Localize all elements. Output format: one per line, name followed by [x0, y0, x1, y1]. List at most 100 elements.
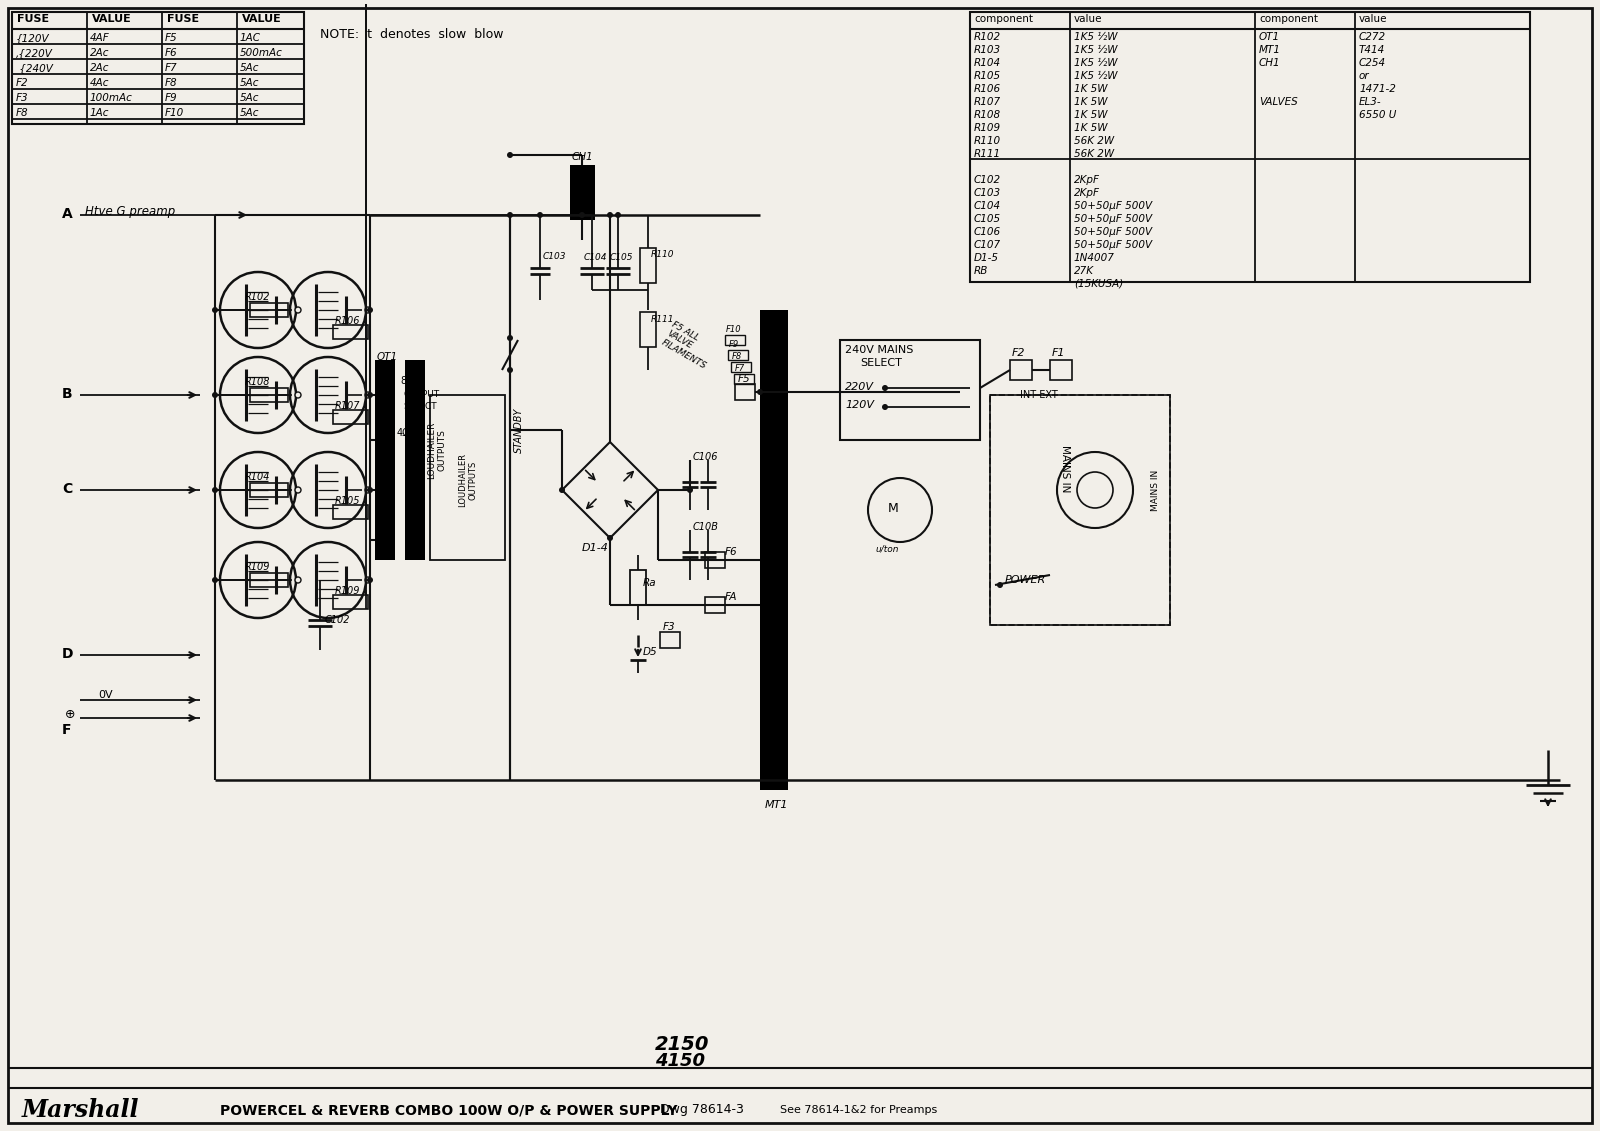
- Bar: [570, 165, 595, 221]
- Circle shape: [507, 152, 514, 158]
- Text: R110: R110: [974, 136, 1002, 146]
- Text: CH1: CH1: [1259, 58, 1280, 68]
- Bar: [706, 552, 725, 568]
- Text: component: component: [974, 14, 1034, 24]
- Text: FUSE: FUSE: [166, 14, 198, 24]
- Text: 5Ac: 5Ac: [240, 93, 259, 103]
- Circle shape: [507, 211, 514, 218]
- Bar: [728, 349, 749, 360]
- Text: 100mAc: 100mAc: [90, 93, 133, 103]
- Text: MAINS IN: MAINS IN: [1059, 444, 1070, 492]
- Text: 4150: 4150: [654, 1052, 706, 1070]
- Text: F10: F10: [165, 107, 184, 118]
- Circle shape: [294, 487, 301, 493]
- Bar: [731, 362, 750, 372]
- Circle shape: [211, 307, 218, 313]
- Text: LOUDHAILER
OUTPUTS: LOUDHAILER OUTPUTS: [458, 454, 478, 507]
- Text: C254: C254: [1358, 58, 1386, 68]
- Text: F8: F8: [165, 78, 178, 88]
- Text: 56K 2W: 56K 2W: [1074, 136, 1114, 146]
- Text: F8: F8: [16, 107, 29, 118]
- Text: 1K5 ½W: 1K5 ½W: [1074, 71, 1117, 81]
- Text: CH1: CH1: [573, 152, 594, 162]
- Text: 2Ac: 2Ac: [90, 63, 109, 74]
- Bar: [405, 360, 426, 560]
- Text: 27K: 27K: [1074, 266, 1094, 276]
- Circle shape: [558, 487, 565, 493]
- Text: F2: F2: [16, 78, 29, 88]
- Text: C104: C104: [974, 201, 1002, 211]
- Text: 4Ac: 4Ac: [90, 78, 109, 88]
- Bar: [333, 325, 368, 339]
- Text: 220V: 220V: [845, 382, 874, 392]
- Text: 1K5 ½W: 1K5 ½W: [1074, 58, 1117, 68]
- Circle shape: [211, 577, 218, 582]
- Circle shape: [757, 389, 763, 395]
- Text: {120V: {120V: [16, 33, 50, 43]
- Text: Ra: Ra: [643, 578, 656, 588]
- Circle shape: [365, 487, 371, 493]
- Bar: [640, 312, 656, 347]
- Text: R109: R109: [974, 123, 1002, 133]
- Text: VALVES: VALVES: [1259, 97, 1298, 107]
- Bar: [333, 595, 368, 608]
- Bar: [1050, 360, 1072, 380]
- Bar: [725, 335, 746, 345]
- Bar: [1010, 360, 1032, 380]
- Text: POWER: POWER: [1005, 575, 1046, 585]
- Bar: [13, 12, 304, 124]
- Circle shape: [606, 535, 613, 541]
- Text: R111: R111: [974, 149, 1002, 159]
- Text: R106: R106: [334, 316, 360, 326]
- Circle shape: [882, 385, 888, 391]
- Text: RB: RB: [974, 266, 989, 276]
- Text: 0V: 0V: [98, 690, 112, 700]
- Text: ,{220V: ,{220V: [16, 48, 53, 58]
- Text: D5: D5: [643, 647, 658, 657]
- Circle shape: [365, 577, 371, 582]
- Text: See 78614-1&2 for Preamps: See 78614-1&2 for Preamps: [781, 1105, 938, 1115]
- Circle shape: [686, 487, 693, 493]
- Text: C: C: [62, 482, 72, 497]
- Text: R110: R110: [651, 250, 675, 259]
- Circle shape: [365, 392, 371, 398]
- Circle shape: [589, 211, 595, 218]
- Circle shape: [579, 211, 586, 218]
- Bar: [250, 303, 288, 317]
- Text: 56K 2W: 56K 2W: [1074, 149, 1114, 159]
- Bar: [333, 506, 368, 519]
- Text: 1AC: 1AC: [240, 33, 261, 43]
- Text: F1: F1: [1053, 348, 1066, 359]
- Circle shape: [365, 307, 371, 313]
- Circle shape: [294, 577, 301, 582]
- Text: SELECT: SELECT: [403, 402, 437, 411]
- Text: R109: R109: [245, 562, 270, 572]
- Text: 2Ac: 2Ac: [90, 48, 109, 58]
- Bar: [250, 388, 288, 402]
- Text: LOUDHAILER
OUTPUTS: LOUDHAILER OUTPUTS: [427, 422, 446, 478]
- Text: 2KpF: 2KpF: [1074, 188, 1101, 198]
- Text: 1K 5W: 1K 5W: [1074, 97, 1107, 107]
- Circle shape: [507, 366, 514, 373]
- Text: 120V: 120V: [845, 400, 874, 411]
- Text: R109: R109: [334, 586, 360, 596]
- Text: 240V MAINS: 240V MAINS: [845, 345, 914, 355]
- Text: FUSE: FUSE: [18, 14, 50, 24]
- Text: R107: R107: [974, 97, 1002, 107]
- Bar: [661, 632, 680, 648]
- Text: F5 ALL
VALVE
FILAMENTS: F5 ALL VALVE FILAMENTS: [661, 320, 718, 371]
- Text: D1-4: D1-4: [582, 543, 610, 553]
- Text: POWERCEL & REVERB COMBO 100W O/P & POWER SUPPLY: POWERCEL & REVERB COMBO 100W O/P & POWER…: [221, 1103, 677, 1117]
- Text: R102: R102: [245, 292, 270, 302]
- Text: R105: R105: [974, 71, 1002, 81]
- Text: R111: R111: [651, 316, 675, 323]
- Text: C105: C105: [974, 214, 1002, 224]
- Text: EL3-: EL3-: [1358, 97, 1382, 107]
- Text: 1K 5W: 1K 5W: [1074, 84, 1107, 94]
- Text: C103: C103: [974, 188, 1002, 198]
- Circle shape: [366, 307, 373, 313]
- Text: C106: C106: [693, 452, 718, 461]
- Text: OT1: OT1: [378, 352, 398, 362]
- Text: MT1: MT1: [1259, 45, 1282, 55]
- Text: 1471-2: 1471-2: [1358, 84, 1395, 94]
